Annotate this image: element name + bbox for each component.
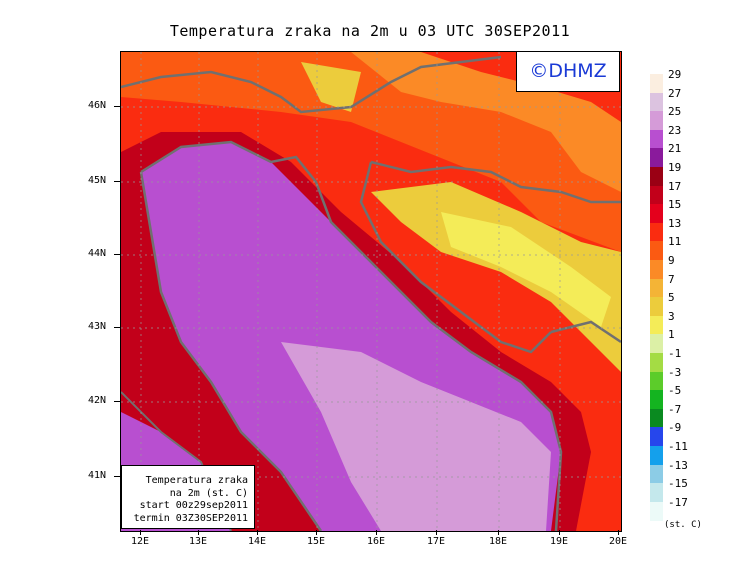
legend-swatch: [650, 353, 663, 373]
legend-label: -17: [668, 495, 688, 509]
lat-tick: [114, 327, 120, 328]
lat-tick: [114, 476, 120, 477]
lon-label-18e: 18E: [488, 536, 508, 547]
legend-label: 15: [668, 198, 682, 212]
legend-unit: (st. C): [664, 520, 702, 530]
lon-tick: [257, 530, 258, 535]
legend-swatch: [650, 501, 663, 521]
inland-band-5: [371, 182, 621, 372]
legend-label: -5: [668, 384, 682, 398]
legend-swatch: [650, 483, 663, 503]
legend-label: -9: [668, 421, 682, 435]
border-line-east: [550, 320, 621, 344]
legend-swatch: [650, 92, 663, 112]
lon-tick: [198, 530, 199, 535]
legend-label: 5: [668, 291, 675, 305]
dhmz-logo: ©DHMZ: [516, 51, 620, 92]
lat-label-46n: 46N: [88, 100, 107, 111]
southern-sea-25: [281, 342, 551, 531]
lon-label-16e: 16E: [366, 536, 386, 547]
lon-label-15e: 15E: [306, 536, 326, 547]
legend-label: 29: [668, 68, 682, 81]
legend-swatch: [650, 278, 663, 298]
lon-tick: [559, 530, 560, 535]
legend-swatch: [650, 260, 663, 280]
legend-swatch: [650, 371, 663, 391]
legend-label: 3: [668, 309, 675, 323]
lon-label-20e: 20E: [608, 536, 628, 547]
info-line-4: termin 03Z30SEP2011: [133, 512, 248, 524]
legend-label: -15: [668, 477, 688, 491]
legend-swatch: [650, 334, 663, 354]
legend-swatch: [650, 241, 663, 261]
lon-tick: [140, 530, 141, 535]
legend-swatch: [650, 315, 663, 335]
legend-swatch: [650, 427, 663, 447]
temperature-map-canvas: [121, 52, 621, 531]
graticule: [121, 52, 621, 531]
legend-swatch: [650, 111, 663, 131]
lat-label-41n: 41N: [88, 470, 107, 481]
legend-label: 21: [668, 142, 682, 156]
lon-tick: [376, 530, 377, 535]
legend-label: -3: [668, 365, 682, 379]
alpine-band-5: [301, 62, 361, 112]
coastline-east: [140, 140, 563, 531]
border-line-bosnia: [359, 161, 552, 354]
inland-band-3: [441, 212, 611, 327]
lat-label-44n: 44N: [88, 248, 107, 259]
lon-label-14e: 14E: [247, 536, 267, 547]
legend-swatch: [650, 446, 663, 466]
lon-tick: [618, 530, 619, 535]
legend-label: 25: [668, 105, 682, 119]
legend-swatch: [650, 185, 663, 205]
legend-swatch: [650, 222, 663, 242]
border-line-north: [121, 55, 502, 114]
legend-swatch: [650, 390, 663, 410]
lon-label-13e: 13E: [188, 536, 208, 547]
lon-tick: [498, 530, 499, 535]
coastline-italy: [139, 171, 323, 531]
info-line-2: na 2m (st. C): [169, 487, 248, 499]
legend-label: 9: [668, 254, 675, 267]
lat-tick: [114, 401, 120, 402]
legend-swatch: [650, 148, 663, 168]
info-box: Temperatura zraka na 2m (st. C) start 00…: [121, 465, 255, 529]
map-title: Temperatura zraka na 2m u 03 UTC 30SEP20…: [169, 22, 571, 40]
legend-label: -7: [668, 402, 682, 416]
legend-swatch: [650, 464, 663, 484]
lon-tick: [436, 530, 437, 535]
legend-label: -11: [668, 440, 688, 453]
lat-label-43n: 43N: [88, 321, 107, 332]
legend-label: 19: [668, 161, 682, 174]
lat-tick: [114, 181, 120, 182]
lat-tick: [114, 254, 120, 255]
legend-label: -13: [668, 458, 688, 472]
legend-label: 1: [668, 328, 675, 342]
legend-label: 13: [668, 216, 682, 230]
border-line-croatia: [370, 160, 621, 204]
lon-tick: [316, 530, 317, 535]
info-line-3: start 00z29sep2011: [139, 500, 248, 511]
legend-label: 11: [668, 235, 682, 249]
lon-label-19e: 19E: [549, 536, 569, 547]
lon-label-17e: 17E: [426, 536, 446, 547]
legend-label: 7: [668, 272, 675, 286]
lat-label-42n: 42N: [88, 395, 107, 406]
legend-label: 23: [668, 123, 682, 137]
legend-label: 27: [668, 86, 682, 100]
lon-label-12e: 12E: [130, 536, 150, 547]
info-line-1: Temperatura zraka: [145, 475, 248, 486]
legend-swatch: [650, 408, 663, 428]
legend-swatch: [650, 167, 663, 187]
lat-label-45n: 45N: [88, 175, 107, 186]
legend-label: -1: [668, 347, 682, 360]
legend-swatch: [650, 204, 663, 224]
temperature-map: [120, 51, 622, 532]
legend-swatch: [650, 297, 663, 317]
legend-label: 17: [668, 179, 682, 193]
lat-tick: [114, 106, 120, 107]
legend-swatch: [650, 129, 663, 149]
legend-swatch: [650, 74, 663, 94]
